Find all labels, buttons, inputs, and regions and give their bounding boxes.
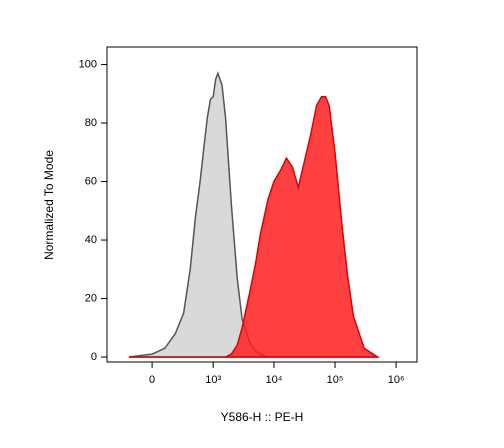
x-tick-label: 10³ [205,374,221,386]
histogram-area [128,95,381,358]
y-tick-label: 60 [85,175,97,187]
x-tick-label: 0 [149,374,155,386]
y-tick-label: 20 [85,292,97,304]
x-tick-label: 10⁴ [265,374,282,386]
y-tick-label: 0 [91,351,97,363]
x-axis-label: Y586-H :: PE-H [221,410,304,424]
y-tick-label: 40 [85,234,97,246]
plot-frame [106,46,418,363]
x-tick-label: 10⁵ [327,374,344,386]
y-tick-label: 100 [79,58,97,70]
y-axis-label: Normalized To Mode [42,150,56,260]
x-tick-label: 10⁶ [388,374,405,386]
y-tick-label: 80 [85,117,97,129]
